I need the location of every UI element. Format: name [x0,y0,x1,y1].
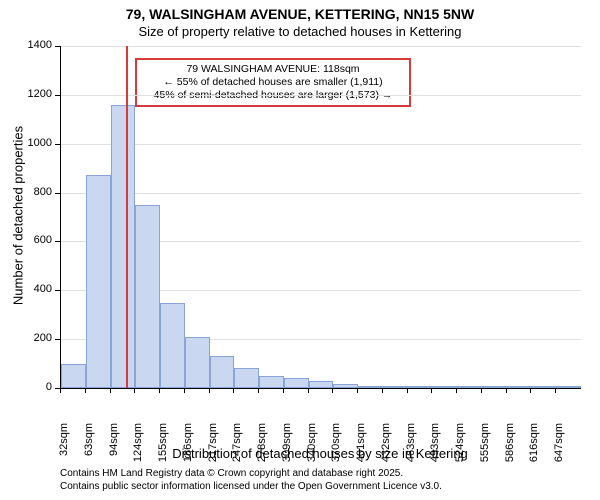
histogram-bar [432,386,457,388]
grid-line [61,144,581,145]
histogram-bar [210,356,235,388]
x-tick [110,388,111,393]
y-tick-label: 600 [12,234,52,246]
x-tick [159,388,160,393]
y-tick-label: 400 [12,283,52,295]
x-tick-label: 309sqm [281,423,293,473]
x-tick-label: 186sqm [182,423,194,473]
x-tick [60,388,61,393]
x-tick [258,388,259,393]
annotation-box: 79 WALSINGHAM AVENUE: 118sqm ← 55% of de… [135,58,411,107]
x-tick-label: 432sqm [380,423,392,473]
y-tick [55,46,60,47]
histogram-bar [185,337,210,388]
histogram-bar [383,386,408,388]
x-tick-label: 370sqm [330,423,342,473]
x-tick-label: 524sqm [454,423,466,473]
histogram-bar [160,303,185,389]
y-tick-label: 800 [12,186,52,198]
x-tick [134,388,135,393]
histogram-bar [556,386,581,388]
histogram-bar [111,105,136,388]
histogram-bar [259,376,284,388]
y-tick [55,241,60,242]
x-tick-label: 586sqm [504,423,516,473]
plot-area: 79 WALSINGHAM AVENUE: 118sqm ← 55% of de… [60,46,581,389]
histogram-bar [531,386,556,388]
x-tick [283,388,284,393]
y-tick [55,95,60,96]
figure: 79, WALSINGHAM AVENUE, KETTERING, NN15 5… [0,0,600,500]
x-tick [431,388,432,393]
chart-subtitle: Size of property relative to detached ho… [0,24,600,39]
x-tick-label: 647sqm [553,423,565,473]
x-tick-label: 247sqm [231,423,243,473]
y-tick-label: 1000 [12,137,52,149]
x-tick-label: 63sqm [83,423,95,473]
histogram-bar [482,386,507,388]
grid-line [61,95,581,96]
x-tick [456,388,457,393]
x-tick [506,388,507,393]
y-tick-label: 1400 [12,39,52,51]
y-tick [55,144,60,145]
histogram-bar [61,364,86,388]
histogram-bar [86,175,111,388]
x-tick [407,388,408,393]
chart-title: 79, WALSINGHAM AVENUE, KETTERING, NN15 5… [0,6,600,22]
x-tick-label: 32sqm [58,423,70,473]
y-tick [55,290,60,291]
y-tick [55,193,60,194]
x-tick [382,388,383,393]
footer-line-2: Contains public sector information licen… [60,481,442,492]
y-tick-label: 1200 [12,88,52,100]
grid-line [61,193,581,194]
x-tick-label: 124sqm [132,423,144,473]
histogram-bar [284,378,309,388]
x-tick-label: 155sqm [157,423,169,473]
x-tick [85,388,86,393]
histogram-bar [457,386,482,388]
x-tick-label: 94sqm [108,423,120,473]
x-tick [332,388,333,393]
x-tick [530,388,531,393]
x-tick-label: 278sqm [256,423,268,473]
histogram-bar [309,381,334,388]
y-tick [55,339,60,340]
x-tick-label: 340sqm [306,423,318,473]
x-tick [555,388,556,393]
histogram-bar [507,386,532,388]
histogram-bar [135,205,160,388]
x-tick-label: 555sqm [479,423,491,473]
x-tick [481,388,482,393]
x-tick-label: 217sqm [207,423,219,473]
x-tick-label: 493sqm [429,423,441,473]
grid-line [61,46,581,47]
x-tick-label: 463sqm [405,423,417,473]
histogram-bar [333,384,358,388]
annotation-line-2: ← 55% of detached houses are smaller (1,… [143,76,403,89]
x-tick [209,388,210,393]
histogram-bar [408,386,433,388]
reference-marker-line [126,46,128,388]
x-tick [184,388,185,393]
x-tick [357,388,358,393]
histogram-bar [234,368,259,388]
histogram-bar [358,386,383,388]
x-tick-label: 401sqm [355,423,367,473]
annotation-line-1: 79 WALSINGHAM AVENUE: 118sqm [143,63,403,76]
y-tick-label: 200 [12,332,52,344]
y-tick-label: 0 [12,381,52,393]
x-tick [308,388,309,393]
x-tick [233,388,234,393]
x-tick-label: 616sqm [528,423,540,473]
